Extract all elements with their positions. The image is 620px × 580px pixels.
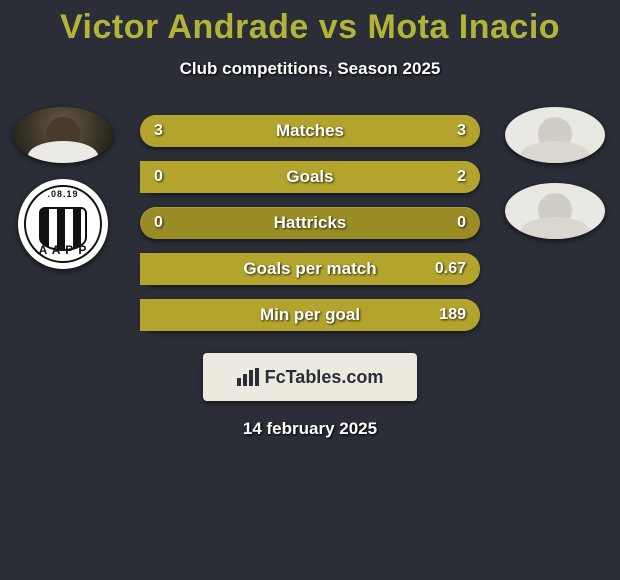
stat-bar: 3 Matches 3 [140, 115, 480, 147]
player-left-club-badge: .08.19 A A P P [18, 179, 108, 269]
right-player-column [500, 107, 610, 239]
stat-label: Hattricks [274, 213, 347, 233]
date-line: 14 february 2025 [0, 419, 620, 439]
stat-value-right: 3 [457, 122, 466, 140]
stat-value-right: 0.67 [435, 260, 466, 278]
stat-bar: 0 Goals 2 [140, 161, 480, 193]
stat-value-right: 0 [457, 214, 466, 232]
club-badge-label: A A P P [18, 243, 108, 257]
stat-label: Goals per match [243, 259, 376, 279]
stat-value-right: 2 [457, 168, 466, 186]
stat-bar: Goals per match 0.67 [140, 253, 480, 285]
stat-bar: Min per goal 189 [140, 299, 480, 331]
chart-icon [237, 368, 259, 386]
left-player-column: .08.19 A A P P [8, 107, 118, 269]
stat-label: Matches [276, 121, 344, 141]
stat-label: Goals [286, 167, 333, 187]
stat-value-right: 189 [439, 306, 466, 324]
footer-brand-text: FcTables.com [265, 367, 384, 388]
stat-value-left: 0 [154, 214, 163, 232]
page-title: Victor Andrade vs Mota Inacio [0, 0, 620, 47]
stats-bars: 3 Matches 3 0 Goals 2 0 Hattricks 0 Goals per mat… [140, 107, 480, 331]
subtitle: Club competitions, Season 2025 [0, 59, 620, 79]
stat-bar: 0 Hattricks 0 [140, 207, 480, 239]
comparison-area: .08.19 A A P P 3 Matches 3 0 Goals 2 0 Hattrick… [0, 107, 620, 331]
club-badge-top-text: .08.19 [18, 189, 108, 199]
stat-value-left: 3 [154, 122, 163, 140]
footer-brand-badge: FcTables.com [203, 353, 417, 401]
stat-value-left: 0 [154, 168, 163, 186]
stat-label: Min per goal [260, 305, 360, 325]
player-right-avatar [505, 107, 605, 163]
player-right-club-badge [505, 183, 605, 239]
player-left-avatar [13, 107, 113, 163]
